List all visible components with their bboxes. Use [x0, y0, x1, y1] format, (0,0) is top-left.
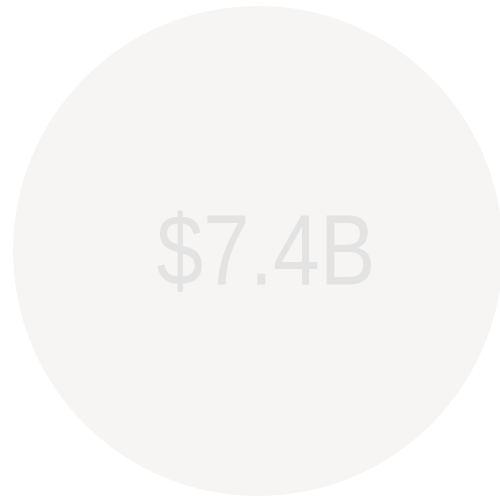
badge-circle: [13, 6, 500, 496]
badge-label: $7.4B: [157, 194, 376, 306]
